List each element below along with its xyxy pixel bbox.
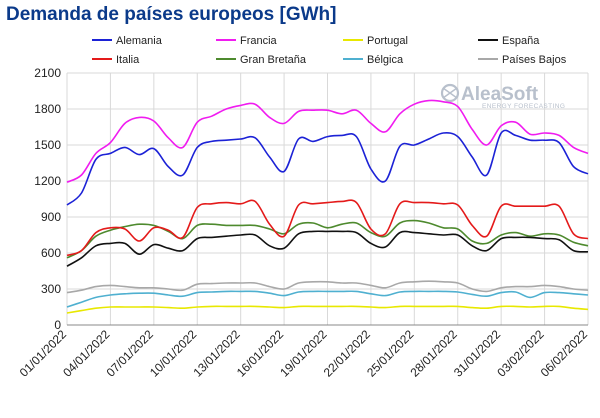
legend-label-francia: Francia (240, 35, 278, 47)
x-tick-label-12: 06/02/2022 (538, 327, 591, 380)
series-line-italia (66, 199, 589, 257)
series-line-gran-bretana (66, 219, 589, 259)
legend-label-portugal: Portugal (367, 35, 408, 47)
series-line-espana (66, 230, 589, 267)
y-tick-labels: 0 300 600 900 1200 1500 1800 2100 (34, 66, 61, 332)
legend: Alemania Francia Portugal España Italia Gran … (92, 35, 567, 66)
aleasoft-logo-icon (440, 83, 460, 103)
legend-label-paises-bajos: Países Bajos (502, 54, 567, 66)
series-line-portugal (66, 305, 589, 314)
y-tick-label-0: 0 (54, 318, 61, 332)
y-tick-label-2: 600 (41, 246, 61, 260)
legend-label-belgica: Bélgica (367, 54, 404, 66)
y-tick-label-3: 900 (41, 210, 61, 224)
legend-label-italia: Italia (116, 54, 140, 66)
y-tick-label-6: 1800 (34, 102, 61, 116)
x-tick-labels: 01/01/202204/01/202207/01/202210/01/2022… (17, 327, 591, 380)
y-tick-label-5: 1500 (34, 138, 61, 152)
series-line-paises-bajos (66, 280, 589, 294)
grid-lines (66, 72, 589, 326)
series-line-francia (66, 99, 589, 183)
y-tick-label-4: 1200 (34, 174, 61, 188)
legend-label-alemania: Alemania (116, 35, 163, 47)
series-lines (66, 99, 589, 314)
legend-label-espana: España (502, 35, 540, 47)
y-tick-label-1: 300 (41, 282, 61, 296)
series-line-belgica (66, 290, 589, 308)
y-tick-label-7: 2100 (34, 66, 61, 80)
watermark: AleaSoft ENERGY FORECASTING (440, 83, 565, 110)
legend-label-gran-bretana: Gran Bretaña (240, 54, 307, 66)
series-line-alemania (66, 129, 589, 206)
chart-title: Demanda de países europeos [GWh] (6, 4, 337, 25)
watermark-brand: AleaSoft (461, 84, 539, 105)
watermark-tagline: ENERGY FORECASTING (482, 103, 565, 110)
